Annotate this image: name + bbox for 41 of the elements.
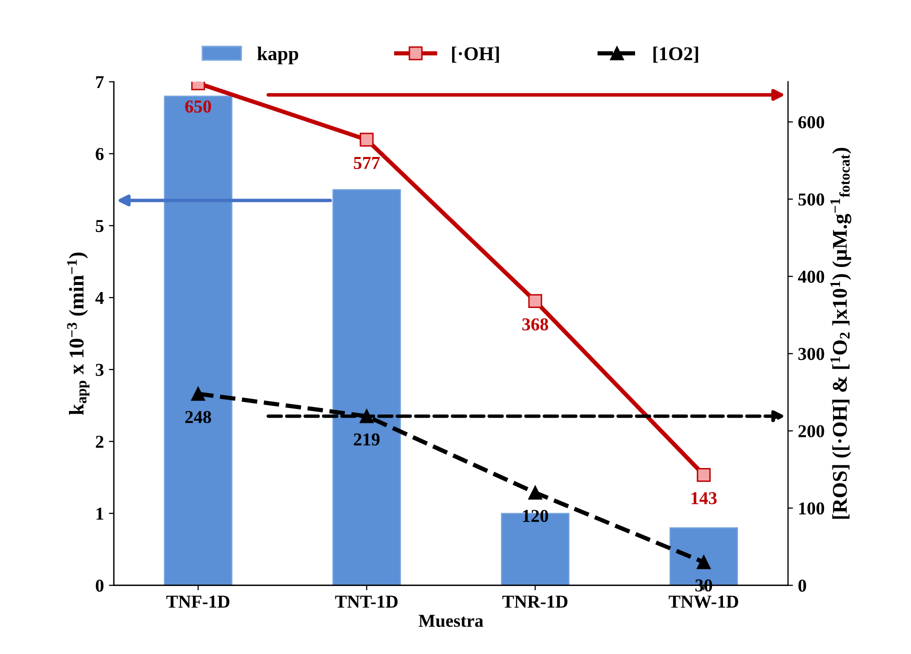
point	[528, 294, 542, 308]
data-label: 143	[692, 492, 717, 504]
y2-tick-label: 100	[799, 502, 824, 515]
point	[191, 386, 206, 401]
point	[696, 555, 711, 570]
y2-tick-label: 200	[798, 425, 824, 438]
legend-label: [1O2]	[653, 46, 698, 63]
y2-tick-label: 400	[798, 270, 824, 283]
data-label: 248	[185, 410, 212, 424]
point	[528, 486, 542, 500]
data-label: 219	[354, 433, 380, 446]
data-label: 368	[522, 318, 548, 330]
x-tick-label: TNR-1D	[502, 596, 568, 608]
x-tick-label: TNT-1D	[335, 596, 398, 608]
x-axis-title: Muestra	[418, 614, 484, 627]
y2-tick-label: 500	[798, 193, 824, 206]
legend-label: [·OH]	[452, 46, 499, 63]
y-axis-title: k$_{app}$ x 10$^{−3}$ (min$^{−1}$)	[67, 252, 90, 415]
data-label: 650	[185, 100, 211, 113]
y-tick-label: 3	[96, 364, 104, 376]
data-label: 577	[354, 157, 380, 170]
y-tick-label: 0	[96, 580, 104, 592]
y2-tick-label: 300	[798, 348, 824, 360]
y-tick-label: 7	[96, 76, 104, 88]
bar	[332, 189, 401, 586]
x-tick-label: TNW-1D	[668, 596, 738, 608]
y-tick-label: 6	[96, 148, 104, 160]
point	[696, 468, 711, 482]
y2-tick-label: 600	[798, 116, 824, 128]
y2-tick-label: 0	[798, 580, 806, 592]
data-label: 30	[695, 579, 712, 592]
y-tick-label: 2	[96, 436, 104, 448]
y-tick-label: 5	[96, 220, 104, 232]
y-tick-label: 4	[95, 292, 104, 304]
text: [ROS] ([·OH] & [$^{1}$O$_{2}$ ]x10$^{1}$) (µM.g$^{−1}$$_{fotocat}$)	[830, 148, 852, 519]
data-label: 120	[523, 510, 548, 522]
x-tick-label: TNF-1D	[166, 596, 230, 608]
y-tick-label: 1	[96, 508, 104, 520]
legend-label: kapp	[257, 46, 298, 64]
point	[360, 132, 374, 147]
bar	[164, 96, 232, 586]
